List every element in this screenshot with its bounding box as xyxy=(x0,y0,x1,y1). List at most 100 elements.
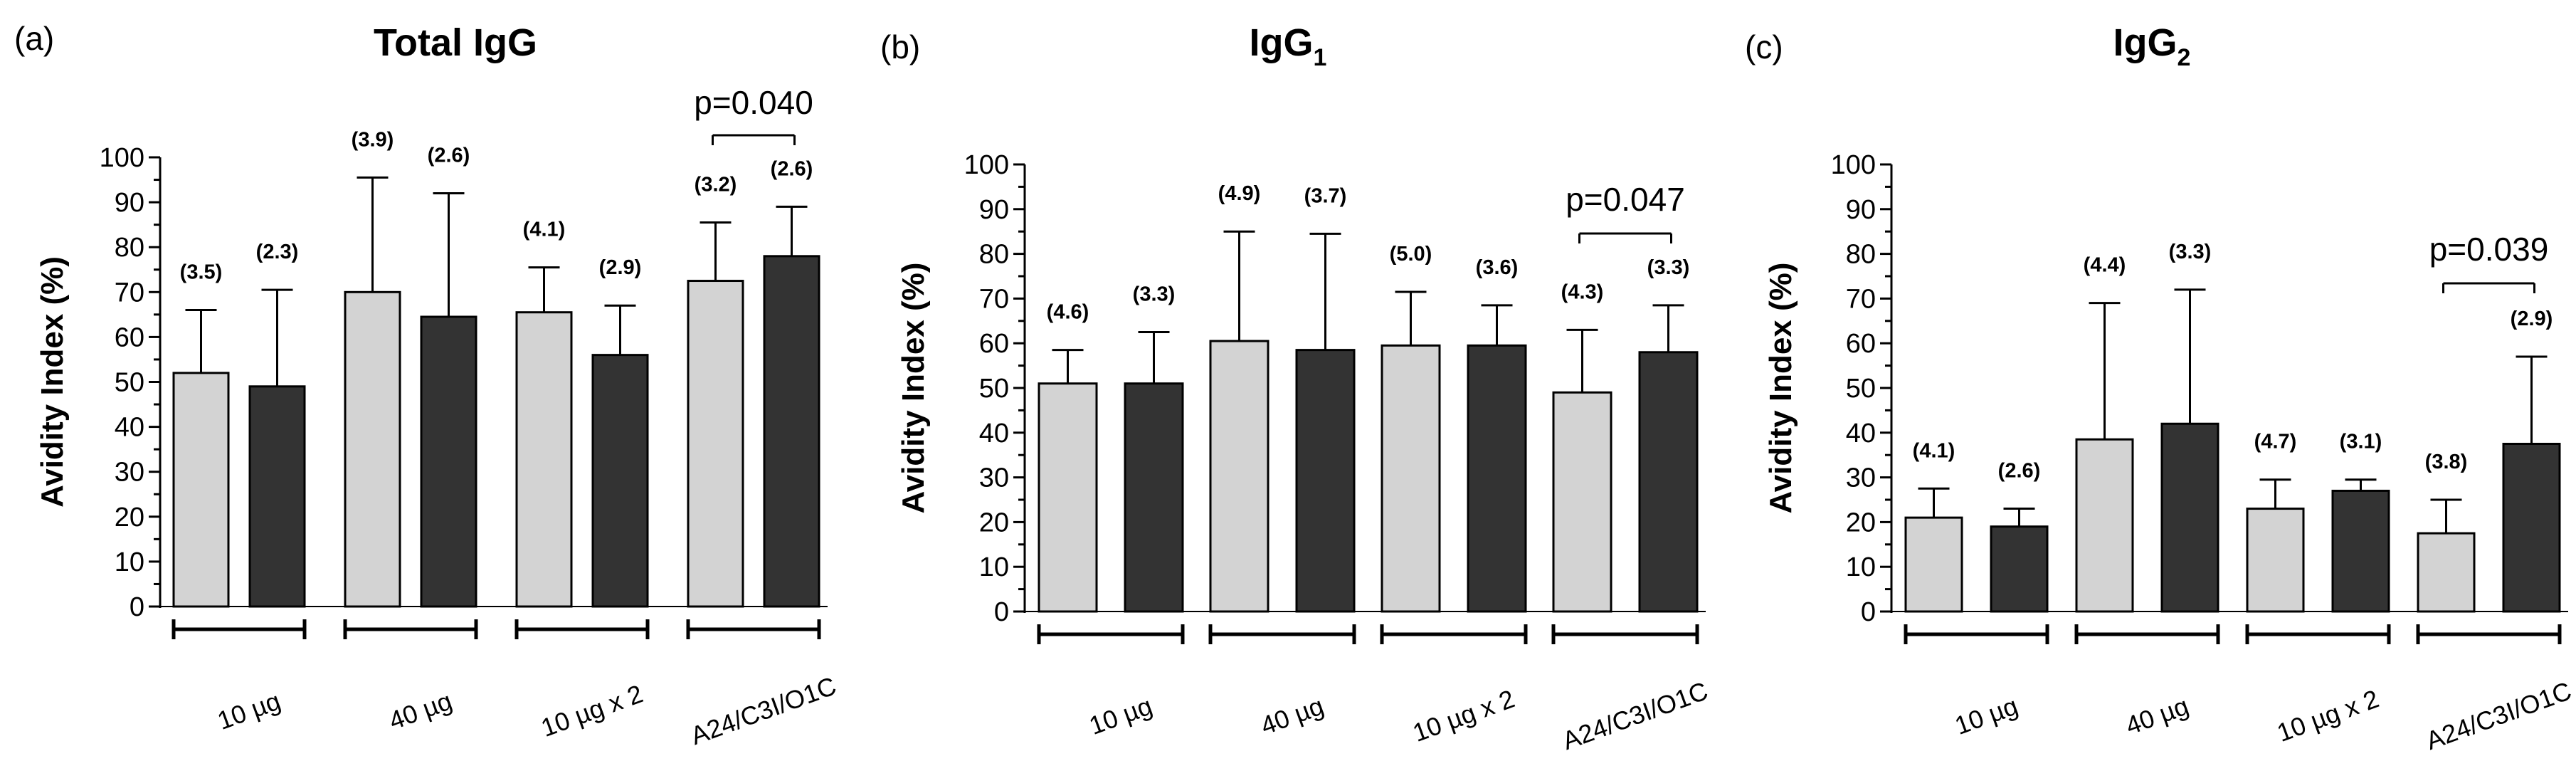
bar-series-1-group-0 xyxy=(1124,382,1184,613)
y-tick-label: 30 xyxy=(979,463,1009,493)
panel-label: (a) xyxy=(14,20,54,57)
bar-series-0-group-1 xyxy=(2075,438,2134,613)
y-tick-label: 70 xyxy=(115,278,144,308)
y-tick-label: 40 xyxy=(115,413,144,443)
y-tick-label: 40 xyxy=(1846,419,1876,448)
bar-series-0-group-2 xyxy=(515,311,573,608)
x-category-label: 10 µg xyxy=(1951,691,2022,740)
bar-data-label: (3.3) xyxy=(2169,241,2212,263)
bar-data-label: (4.1) xyxy=(1913,439,1955,462)
y-tick-label: 70 xyxy=(979,284,1009,314)
bar-series-1-group-1 xyxy=(1295,349,1356,613)
y-tick-label: 10 xyxy=(115,547,144,577)
y-tick-label: 50 xyxy=(1846,374,1876,404)
bar-data-label: (3.1) xyxy=(2340,431,2382,453)
y-tick-label: 90 xyxy=(979,195,1009,225)
bar-series-1-group-0 xyxy=(248,385,306,608)
y-tick-label: 60 xyxy=(115,322,144,352)
y-axis-label: Avidity Index (%) xyxy=(896,263,931,514)
x-category-label: 10 µg x 2 xyxy=(1409,684,1519,747)
bar-series-1-group-0 xyxy=(1990,525,2049,613)
y-tick-label: 50 xyxy=(115,368,144,398)
bar-data-label: (4.3) xyxy=(1561,280,1604,303)
bar-series-1-group-3 xyxy=(763,255,820,608)
x-category-label: 40 µg xyxy=(2122,691,2192,740)
bar-data-label: (3.6) xyxy=(1476,256,1519,279)
x-category-label: 40 µg xyxy=(385,686,455,735)
bar-series-1-group-2 xyxy=(1467,344,1527,613)
x-category-label: 10 µg x 2 xyxy=(2273,684,2382,747)
y-tick-label: 0 xyxy=(994,597,1009,627)
chart-panel-0: (a) Total IgG Avidity Index (%) 0 10 20 30 40 50… xyxy=(14,20,840,750)
bar-data-label: (3.2) xyxy=(695,173,737,196)
y-tick-label: 70 xyxy=(1846,284,1876,314)
chart-title: IgG1 xyxy=(1250,21,1327,71)
bar-data-label: (3.7) xyxy=(1304,184,1347,207)
p-value-annotation: p=0.040 xyxy=(694,84,813,121)
y-tick-label: 60 xyxy=(979,329,1009,359)
bar-data-label: (2.3) xyxy=(256,241,299,263)
bar-data-label: (3.5) xyxy=(180,261,223,284)
bar-data-label: (4.6) xyxy=(1047,301,1089,324)
chart-title-subscript: 2 xyxy=(2178,44,2191,71)
y-tick-label: 20 xyxy=(1846,508,1876,537)
y-axis-label: Avidity Index (%) xyxy=(1763,263,1798,514)
chart-title: Total IgG xyxy=(374,21,537,64)
p-value-annotation: p=0.047 xyxy=(1566,181,1685,218)
bar-series-1-group-3 xyxy=(1638,351,1699,613)
y-tick-label: 60 xyxy=(1846,329,1876,359)
y-axis-label: Avidity Index (%) xyxy=(35,256,70,508)
x-category-label: A24/C3I/O1C xyxy=(2422,676,2575,755)
bar-data-label: (3.3) xyxy=(1133,283,1176,306)
bar-data-label: (2.6) xyxy=(428,144,470,167)
y-tick-label: 30 xyxy=(115,458,144,488)
bar-data-label: (4.1) xyxy=(523,219,566,241)
bar-series-1-group-2 xyxy=(591,354,649,608)
bar-series-0-group-0 xyxy=(1038,382,1098,613)
bar-data-label: (4.4) xyxy=(2084,254,2126,277)
y-tick-label: 100 xyxy=(1831,150,1876,180)
x-category-label: 40 µg xyxy=(1257,691,1327,740)
y-tick-label: 80 xyxy=(1846,240,1876,270)
y-tick-label: 50 xyxy=(979,374,1009,404)
y-tick-label: 90 xyxy=(1846,195,1876,225)
bar-data-label: (4.9) xyxy=(1218,182,1261,205)
bar-data-label: (5.0) xyxy=(1390,243,1432,266)
bar-series-0-group-3 xyxy=(2417,532,2476,613)
bar-series-0-group-1 xyxy=(344,290,401,608)
bar-series-1-group-3 xyxy=(2502,443,2561,613)
bar-series-0-group-3 xyxy=(1552,391,1612,613)
y-tick-label: 10 xyxy=(979,552,1009,582)
bar-data-label: (3.3) xyxy=(1647,256,1690,279)
chart-panel-2: (c) IgG2 Avidity Index (%) 0 10 20 30 40 50 60 70 8… xyxy=(1745,21,2575,755)
bar-series-0-group-0 xyxy=(172,372,230,608)
bar-data-label: (2.6) xyxy=(1998,460,2041,483)
bar-data-label: (3.8) xyxy=(2425,451,2468,473)
y-tick-label: 20 xyxy=(115,503,144,532)
bar-series-1-group-2 xyxy=(2331,489,2390,613)
y-tick-label: 40 xyxy=(979,419,1009,448)
bar-series-1-group-1 xyxy=(420,315,477,608)
bar-series-0-group-0 xyxy=(1904,516,1963,613)
bar-series-0-group-3 xyxy=(687,280,744,608)
y-tick-label: 10 xyxy=(1846,552,1876,582)
y-tick-label: 100 xyxy=(964,150,1009,180)
bar-series-1-group-1 xyxy=(2160,422,2219,613)
panel-label: (c) xyxy=(1745,28,1783,65)
bar-data-label: (2.9) xyxy=(599,256,642,279)
x-category-label: 10 µg xyxy=(1085,691,1156,740)
chart-title: IgG2 xyxy=(2113,21,2191,71)
bar-data-label: (4.7) xyxy=(2254,431,2297,453)
y-tick-label: 30 xyxy=(1846,463,1876,493)
x-category-label: 10 µg x 2 xyxy=(537,679,647,742)
bar-series-0-group-2 xyxy=(1381,344,1441,613)
y-tick-label: 90 xyxy=(115,188,144,218)
x-category-label: A24/C3I/O1C xyxy=(1558,676,1711,755)
chart-title-subscript: 1 xyxy=(1314,44,1327,71)
p-value-annotation: p=0.039 xyxy=(2429,231,2549,268)
y-tick-label: 20 xyxy=(979,508,1009,537)
chart-panel-1: (b) IgG1 Avidity Index (%) 0 10 20 30 40 50 60 70 8… xyxy=(880,21,1711,755)
y-tick-label: 80 xyxy=(115,233,144,263)
y-tick-label: 100 xyxy=(100,143,144,173)
